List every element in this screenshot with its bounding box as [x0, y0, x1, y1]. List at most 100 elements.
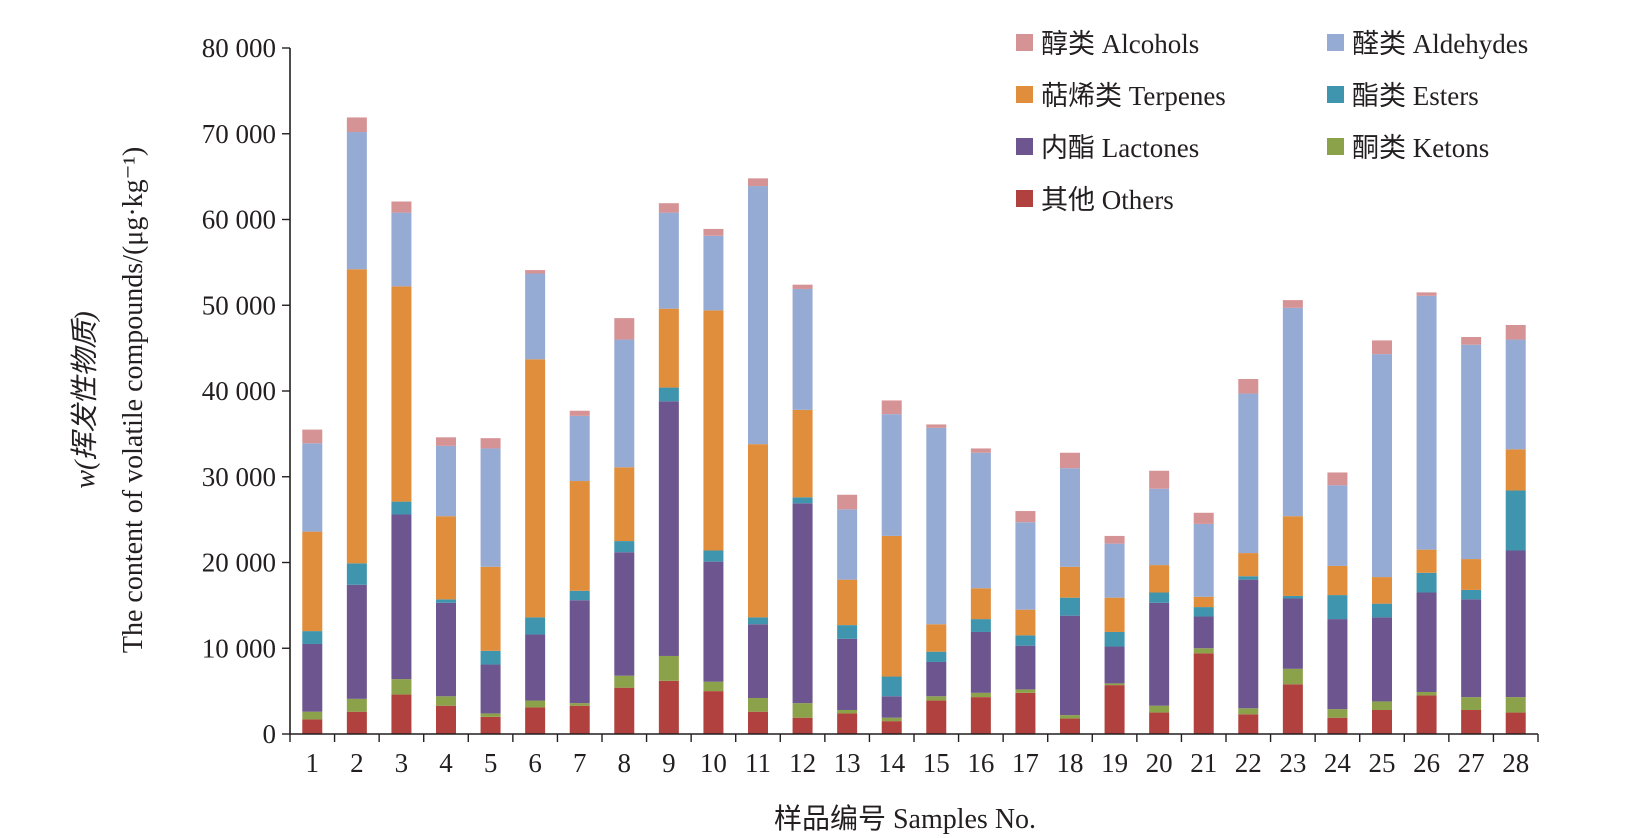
x-tick-label: 15	[923, 748, 950, 778]
y-tick-label: 30 000	[202, 462, 276, 492]
bar-segment	[614, 467, 635, 542]
bar-segment	[792, 409, 813, 498]
bar-segment	[837, 625, 858, 639]
bar-segment	[436, 696, 456, 706]
bar-segment	[1327, 619, 1348, 710]
x-tick-label: 25	[1369, 748, 1396, 778]
x-tick-label: 8	[618, 748, 632, 778]
bar-segment	[391, 679, 412, 695]
legend-swatch	[1016, 34, 1033, 51]
bar-segment	[1149, 592, 1170, 603]
bar-segment	[970, 448, 991, 453]
bar-segment	[658, 655, 679, 681]
bar-segment	[525, 359, 546, 618]
x-tick-label: 21	[1190, 748, 1217, 778]
bar-segment	[1193, 653, 1214, 734]
bar-segment	[1104, 683, 1125, 686]
bar-segment	[569, 600, 590, 704]
bar-segment	[792, 503, 813, 704]
bar-segment	[926, 661, 947, 697]
bar-segment	[302, 443, 323, 532]
legend-swatch	[1016, 190, 1033, 207]
x-tick-label: 14	[878, 748, 906, 778]
bar-segment	[1416, 549, 1437, 573]
x-tick-label: 17	[1012, 748, 1039, 778]
x-tick-label: 24	[1324, 748, 1352, 778]
bar-segment	[302, 719, 323, 734]
x-tick-label: 11	[745, 748, 771, 778]
bar-segment	[1372, 617, 1392, 702]
bar-segment	[703, 681, 724, 692]
bar-segment	[1238, 393, 1259, 554]
bar-segment	[970, 697, 991, 734]
bar-segment	[1282, 684, 1303, 734]
bar-segment	[346, 269, 367, 564]
bar-segment	[1060, 597, 1080, 616]
bar-segment	[1060, 468, 1080, 567]
bar-segment	[436, 705, 456, 734]
bar-segment	[436, 602, 456, 697]
bar-segment	[1149, 470, 1170, 489]
bar-segment	[614, 675, 635, 688]
legend: 醇类 Alcohols 醛类 Aldehydes 萜烯类 Terpenes 酯类 Es…	[1016, 29, 1528, 215]
bar-segment	[1238, 576, 1259, 580]
x-tick-label: 9	[662, 748, 676, 778]
x-tick-label: 23	[1279, 748, 1306, 778]
bar-segment	[1060, 715, 1080, 719]
bars	[302, 117, 1526, 734]
bar-segment	[926, 424, 947, 428]
y-axis-title-cn: w(挥发性物质)	[70, 311, 101, 488]
bar-segment	[1015, 511, 1036, 523]
bar-segment	[748, 186, 768, 445]
bar-segment	[1461, 697, 1482, 710]
legend-swatch	[1327, 86, 1344, 103]
bar-segment	[1372, 701, 1392, 710]
bar-segment	[346, 563, 367, 585]
legend-label: 酯类 Esters	[1352, 81, 1479, 111]
legend-label: 萜烯类 Terpenes	[1041, 81, 1226, 111]
bar-segment	[703, 310, 724, 551]
bar-segment	[1015, 609, 1036, 636]
bar-segment	[391, 514, 412, 680]
x-tick-label: 5	[484, 748, 498, 778]
y-tick-label: 70 000	[202, 119, 276, 149]
bar-segment	[926, 696, 947, 701]
bar-segment	[1193, 607, 1214, 617]
bar-segment	[1327, 472, 1348, 486]
bar-segment	[1060, 452, 1080, 469]
bar-segment	[658, 401, 679, 656]
bar-segment	[1505, 712, 1526, 734]
bar-segment	[569, 410, 590, 416]
bar-segment	[391, 694, 412, 734]
bar-segment	[302, 643, 323, 712]
bar-segment	[748, 178, 768, 187]
bar-segment	[1015, 689, 1036, 693]
bar-segment	[1505, 324, 1526, 340]
bar-segment	[525, 700, 546, 708]
x-tick-label: 10	[700, 748, 727, 778]
bar-segment	[881, 535, 902, 677]
x-tick-label: 22	[1235, 748, 1262, 778]
bar-segment	[480, 664, 501, 714]
legend-label: 其他 Others	[1041, 185, 1174, 215]
legend-label: 酮类 Ketons	[1352, 133, 1489, 163]
legend-swatch	[1327, 138, 1344, 155]
bar-segment	[703, 550, 724, 562]
bar-segment	[1238, 553, 1259, 577]
x-tick-label: 19	[1101, 748, 1128, 778]
bar-segment	[1505, 550, 1526, 698]
x-axis: 1 2 3 4 5 6 7 8 9 10 11 12 13 14 15 16 17 18 19 20 21 22 23 24 2…	[289, 734, 1539, 778]
bar-segment	[569, 705, 590, 734]
legend-swatch	[1016, 86, 1033, 103]
bar-segment	[792, 717, 813, 734]
bar-segment	[569, 481, 590, 591]
x-tick-label: 13	[834, 748, 861, 778]
bar-segment	[1104, 535, 1125, 544]
bar-segment	[1193, 512, 1214, 524]
bar-segment	[970, 631, 991, 693]
bar-segment	[302, 429, 323, 444]
bar-segment	[1015, 635, 1036, 646]
bar-segment	[837, 579, 858, 626]
bar-segment	[480, 650, 501, 665]
